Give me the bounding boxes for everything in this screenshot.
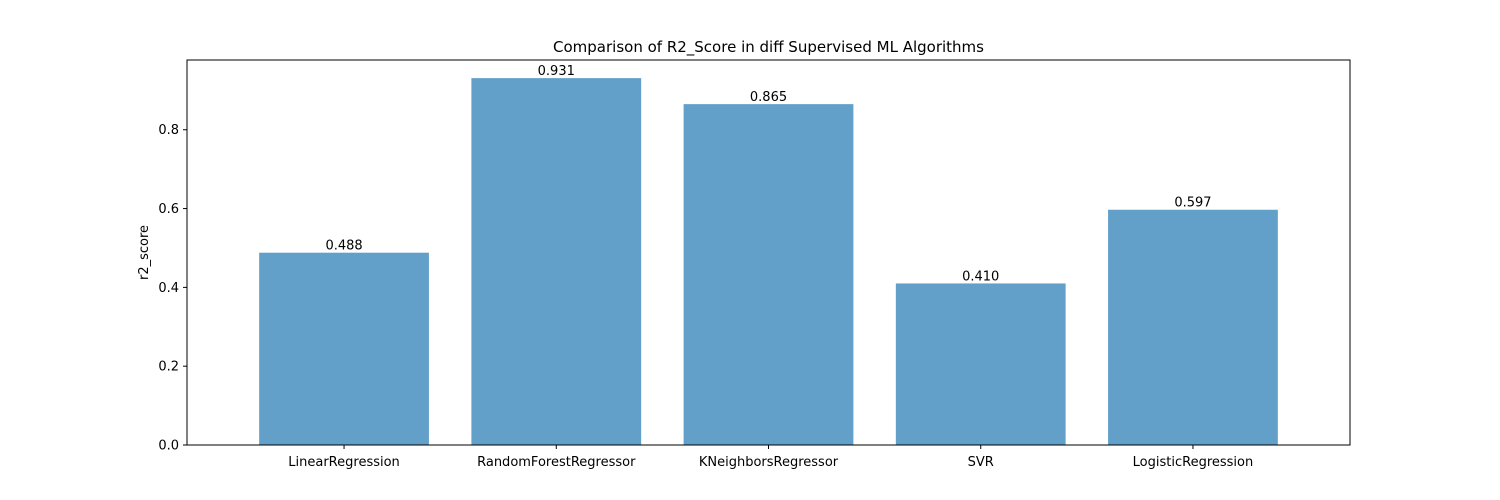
data-label-LogisticRegression: 0.597 [1174, 196, 1211, 211]
y-tick-label-0.6: 0.6 [158, 202, 179, 217]
data-labels-group: 0.488 0.931 0.865 0.410 0.597 [325, 64, 1211, 284]
bar-KNeighborsRegressor [683, 104, 854, 446]
plot-frame [186, 59, 1351, 446]
x-axis-ticks: LinearRegression RandomForestRegressor KNe… [288, 445, 1253, 470]
data-label-RandomForestRegressor: 0.931 [538, 64, 575, 79]
bars-group [259, 78, 1278, 446]
y-tick-label-0.0: 0.0 [158, 439, 179, 454]
y-tick-label-0.8: 0.8 [158, 123, 179, 138]
data-label-LinearRegression: 0.488 [325, 239, 362, 254]
data-label-KNeighborsRegressor: 0.865 [750, 90, 787, 105]
bar-LogisticRegression [1108, 209, 1278, 445]
chart-title: Comparison of R2_Score in diff Supervise… [553, 38, 984, 57]
x-tick-label-SVR: SVR [968, 455, 994, 470]
y-tick-label-0.4: 0.4 [158, 281, 179, 296]
y-tick-label-0.2: 0.2 [158, 360, 179, 375]
x-tick-label-LinearRegression: LinearRegression [288, 455, 400, 470]
data-label-SVR: 0.410 [962, 269, 999, 284]
y-axis-label: r2_score [137, 225, 152, 280]
x-tick-label-RandomForestRegressor: RandomForestRegressor [477, 455, 636, 470]
x-tick-label-KNeighborsRegressor: KNeighborsRegressor [699, 455, 839, 470]
x-tick-label-LogisticRegression: LogisticRegression [1133, 455, 1254, 470]
y-axis-ticks: 0.0 0.2 0.4 0.6 0.8 [158, 123, 187, 454]
bar-SVR [895, 283, 1066, 445]
bar-LinearRegression [259, 252, 429, 445]
bar-RandomForestRegressor [471, 78, 642, 445]
